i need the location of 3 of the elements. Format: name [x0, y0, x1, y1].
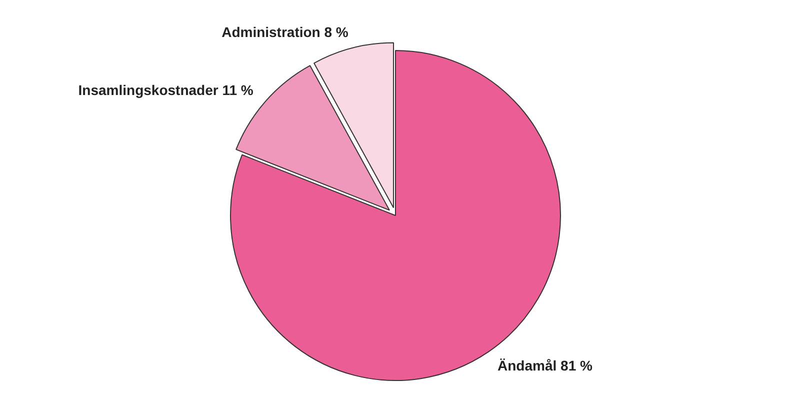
slice-label: Insamlingskostnader 11 %: [78, 82, 254, 98]
slice-label: Administration 8 %: [222, 24, 349, 40]
slice-label: Ändamål 81 %: [498, 358, 593, 374]
